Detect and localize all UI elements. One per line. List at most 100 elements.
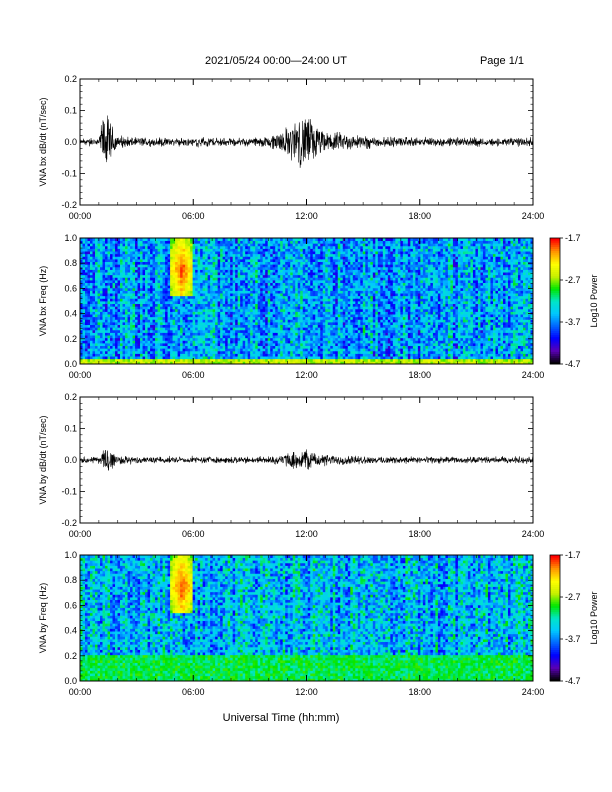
spectrogram-cell <box>130 269 133 273</box>
spectrogram-cell <box>157 259 161 263</box>
spectrogram-cell <box>177 350 181 354</box>
spectrogram-cell <box>185 356 189 360</box>
spectrogram-cell <box>300 295 304 299</box>
spectrogram-cell <box>280 361 284 365</box>
spectrogram-cell <box>187 327 191 331</box>
spectrogram-cell <box>220 324 224 328</box>
spectrogram-cell <box>177 314 181 318</box>
spectrogram-cell <box>252 327 256 331</box>
spectrogram-cell <box>320 319 324 323</box>
spectrogram-cell <box>165 314 168 318</box>
spectrogram-cell <box>195 264 199 268</box>
spectrogram-cell <box>160 343 163 347</box>
spectrogram-cell <box>207 340 211 344</box>
spectrogram-cell <box>220 280 224 284</box>
spectrogram-cell <box>185 348 189 352</box>
spectrogram-cell <box>130 324 133 328</box>
spectrogram-cell <box>177 358 181 362</box>
spectrogram-cell <box>162 308 166 312</box>
spectrogram-cell <box>325 261 329 265</box>
spectrogram-cell <box>290 290 294 294</box>
spectrogram-cell <box>147 337 151 341</box>
spectrogram-cell <box>252 356 256 360</box>
spectrogram-cell <box>302 295 306 299</box>
spectrogram-cell <box>162 240 166 244</box>
spectrogram-cell <box>230 264 234 268</box>
spectrogram-cell <box>127 259 131 263</box>
spectrogram-cell <box>245 329 249 333</box>
spectrogram-cell <box>230 340 234 344</box>
spectrogram-cell <box>317 274 321 278</box>
spectrogram-cell <box>150 340 153 344</box>
spectrogram-cell <box>330 361 334 365</box>
spectrogram-cell <box>250 269 254 273</box>
spectrogram-cell <box>235 269 239 273</box>
spectrogram-cell <box>107 285 111 289</box>
spectrogram-cell <box>207 308 211 312</box>
spectrogram-cell <box>112 253 116 257</box>
spectrogram-cell <box>162 264 166 268</box>
spectrogram-cell <box>235 238 239 242</box>
spectrogram-cell <box>275 345 279 349</box>
spectrogram-cell <box>162 343 166 347</box>
spectrogram-cell <box>100 345 103 349</box>
spectrogram-cell <box>322 324 326 328</box>
spectrogram-cell <box>252 243 256 247</box>
spectrogram-cell <box>142 329 146 333</box>
spectrogram-cell <box>255 332 259 336</box>
spectrogram-cell <box>95 264 98 268</box>
spectrogram-cell <box>197 314 201 318</box>
spectrogram-cell <box>300 327 304 331</box>
spectrogram-cell <box>112 361 116 365</box>
spectrogram-cell <box>260 290 264 294</box>
spectrogram-cell <box>255 340 259 344</box>
spectrogram-cell <box>210 337 214 341</box>
spectrogram-cell <box>255 293 259 297</box>
spectrogram-cell <box>152 356 156 360</box>
spectrogram-cell <box>277 329 281 333</box>
spectrogram-cell <box>155 306 158 310</box>
spectrogram-cell <box>150 243 153 247</box>
spectrogram-cell <box>305 303 309 307</box>
spectrogram-cell <box>105 358 108 362</box>
panel-1: -0.2-0.10.00.10.200:00 06:00 12:00 18:00 24:… <box>38 74 544 221</box>
spectrogram-cell <box>132 261 136 265</box>
spectrogram-cell <box>242 314 246 318</box>
spectrogram-cell <box>250 285 254 289</box>
spectrogram-cell <box>212 348 216 352</box>
spectrogram-cell <box>320 324 324 328</box>
spectrogram-cell <box>122 306 126 310</box>
spectrogram-cell <box>190 245 194 249</box>
spectrogram-cell <box>150 314 153 318</box>
spectrogram-cell <box>250 282 254 286</box>
spectrogram-cell <box>222 269 226 273</box>
spectrogram-cell <box>317 282 321 286</box>
spectrogram-cell <box>215 335 219 339</box>
spectrogram-cell <box>162 280 166 284</box>
spectrogram-cell <box>205 272 209 276</box>
spectrogram-cell <box>92 243 96 247</box>
spectrogram-cell <box>97 287 101 291</box>
spectrogram-cell <box>272 256 276 260</box>
spectrogram-cell <box>307 350 311 354</box>
spectrogram-cell <box>212 266 216 270</box>
spectrogram-cell <box>330 253 334 257</box>
spectrogram-cell <box>172 272 176 276</box>
spectrogram-cell <box>257 322 261 326</box>
spectrogram-cell <box>255 316 259 320</box>
spectrogram-cell <box>307 295 311 299</box>
spectrogram-cell <box>132 259 136 263</box>
spectrogram-cell <box>177 306 181 310</box>
spectrogram-cell <box>182 343 186 347</box>
spectrogram-cell <box>235 337 239 341</box>
spectrogram-cell <box>112 266 116 270</box>
spectrogram-cell <box>82 348 86 352</box>
spectrogram-cell <box>125 308 128 312</box>
spectrogram-cell <box>237 303 241 307</box>
spectrogram-cell <box>267 238 271 242</box>
spectrogram-cell <box>152 266 156 270</box>
spectrogram-cell <box>230 358 234 362</box>
spectrogram-cell <box>225 274 229 278</box>
spectrogram-cell <box>297 324 301 328</box>
spectrogram-cell <box>195 253 199 257</box>
